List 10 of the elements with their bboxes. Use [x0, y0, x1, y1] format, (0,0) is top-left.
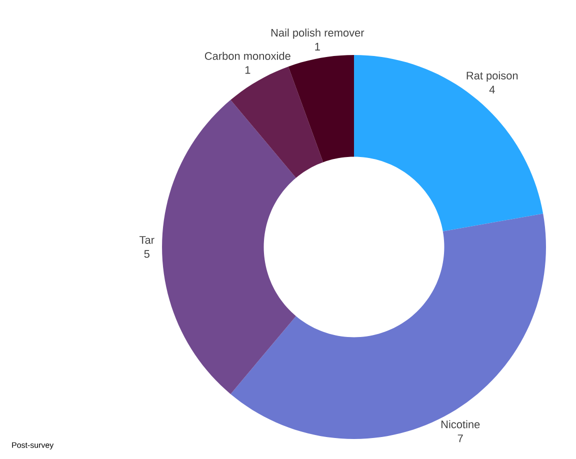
- data-label: 7: [458, 434, 463, 442]
- slice-label: Tar: [140, 236, 154, 244]
- slice-label: Rat poison: [466, 71, 518, 82]
- data-label: 1: [245, 66, 250, 74]
- data-label: 1: [315, 42, 320, 50]
- data-label: 4: [489, 86, 495, 94]
- slice-label: Nail polish remover: [271, 28, 364, 39]
- slice-label: Nicotine: [441, 420, 480, 428]
- slice-label: Carbon monoxide: [204, 52, 290, 60]
- data-label: 5: [144, 250, 150, 258]
